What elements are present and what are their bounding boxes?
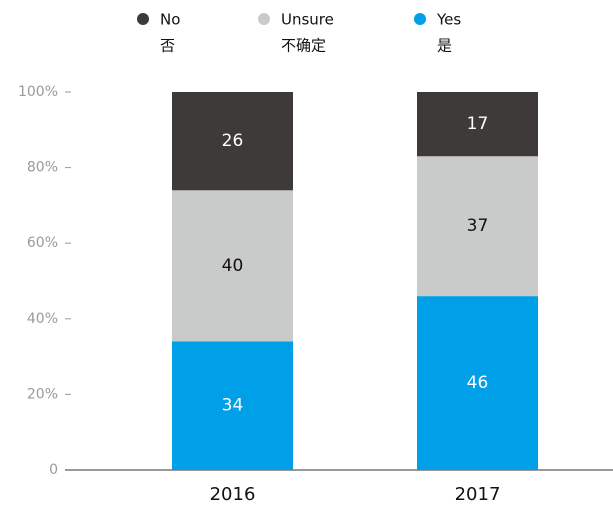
bar-segment: [172, 190, 293, 342]
bar-segment: [172, 341, 293, 470]
legend-label-cn: 否: [160, 37, 175, 55]
legend-swatch: [137, 13, 149, 25]
y-tick-label: 20%: [27, 386, 58, 402]
y-tick-label: 0: [49, 462, 58, 478]
data-label: 34: [222, 396, 244, 416]
y-tick-label: 40%: [27, 311, 58, 327]
bar-segment: [172, 92, 293, 191]
data-label: 17: [467, 114, 489, 134]
y-tick-label: 60%: [27, 235, 58, 251]
x-tick-label: 2017: [455, 484, 501, 505]
data-label: 46: [467, 373, 489, 393]
y-tick-label: 100%: [18, 84, 58, 100]
legend-label: Unsure: [281, 11, 334, 29]
data-label: 26: [222, 131, 244, 151]
legend-label-cn: 不确定: [281, 37, 326, 55]
y-tick-label: 80%: [27, 160, 58, 176]
bar-segment: [417, 296, 538, 470]
legend-label-cn: 是: [437, 37, 452, 55]
legend-swatch: [414, 13, 426, 25]
legend-swatch: [258, 13, 270, 25]
legend-label: No: [160, 11, 180, 29]
bar-segment: [417, 156, 538, 297]
legend-label: Yes: [436, 11, 461, 29]
data-label: 40: [222, 256, 244, 276]
bar-segment: [417, 92, 538, 157]
x-tick-label: 2016: [210, 484, 256, 505]
data-label: 37: [467, 216, 489, 236]
